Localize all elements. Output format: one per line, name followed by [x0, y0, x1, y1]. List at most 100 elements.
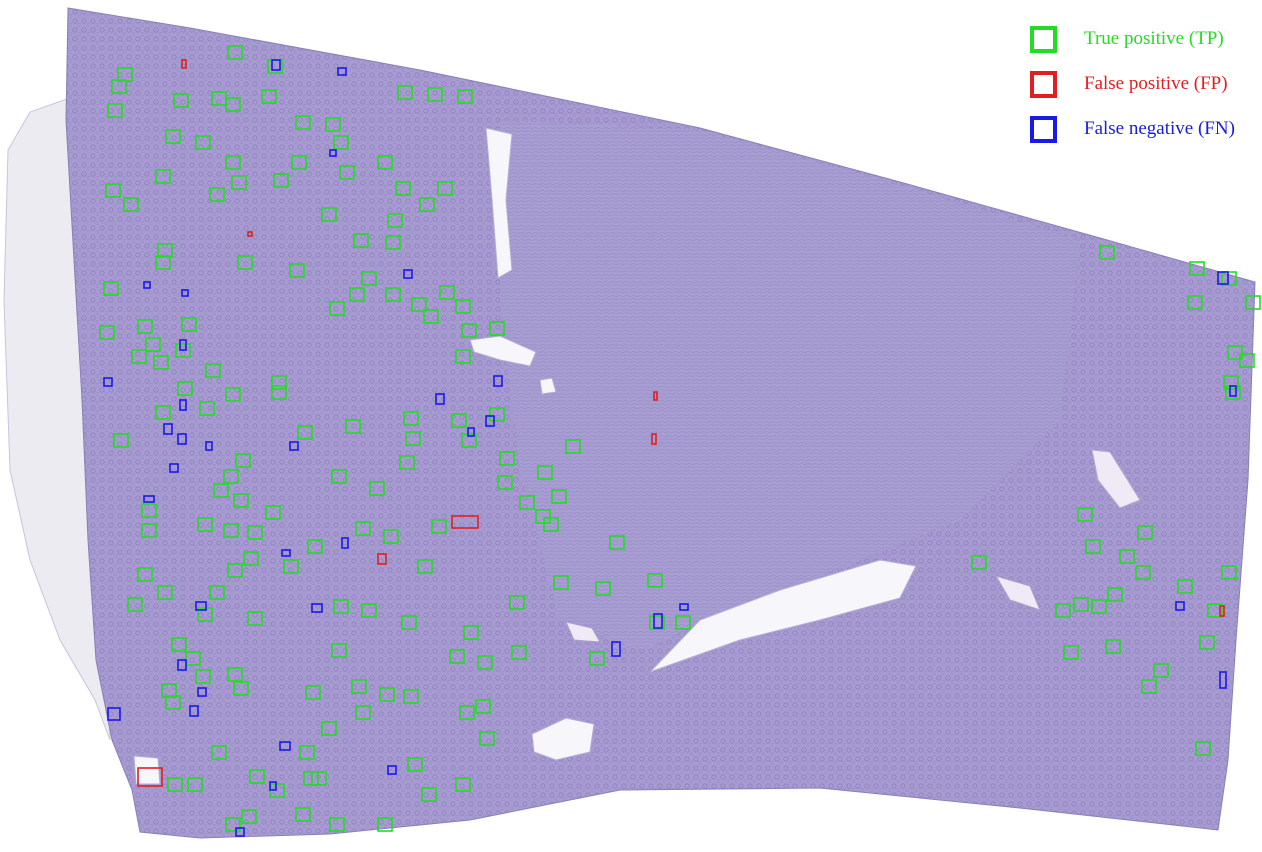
tp-box — [423, 309, 439, 324]
tp-box — [211, 745, 227, 760]
tp-box — [395, 181, 411, 196]
fp-box — [653, 391, 658, 401]
tp-box — [311, 771, 327, 786]
legend-label-fp: False positive (FP) — [1084, 73, 1228, 94]
vessel-lumen — [649, 559, 917, 673]
tp-box — [1221, 271, 1237, 286]
tp-box — [1223, 375, 1239, 390]
tp-box — [1135, 565, 1151, 580]
legend-label-tp: True positive (TP) — [1084, 28, 1224, 49]
tp-box — [361, 271, 377, 286]
vessel-lumen — [1091, 449, 1141, 509]
tp-box — [403, 689, 419, 704]
tp-box — [369, 481, 385, 496]
tp-box — [377, 817, 393, 832]
tp-box — [225, 155, 241, 170]
fn-box — [653, 613, 663, 629]
tp-box — [361, 603, 377, 618]
tp-box — [197, 517, 213, 532]
fn-box — [143, 281, 151, 289]
tp-box — [295, 115, 311, 130]
fn-box — [179, 399, 187, 411]
fn-box — [169, 463, 179, 473]
vessel-lumen — [994, 575, 1041, 611]
detection-boxes — [99, 45, 1261, 837]
tp-box — [1073, 597, 1089, 612]
tp-box — [339, 165, 355, 180]
tp-box — [355, 705, 371, 720]
tp-box — [177, 381, 193, 396]
tp-box — [131, 349, 147, 364]
legend-swatch-fp — [1030, 71, 1057, 98]
tp-box — [449, 649, 465, 664]
vessel-lumen — [539, 377, 557, 395]
tp-box — [225, 387, 241, 402]
fp-box — [651, 433, 657, 445]
tp-box — [535, 509, 551, 524]
tp-box — [333, 135, 349, 150]
tp-box — [155, 169, 171, 184]
tp-box — [509, 595, 525, 610]
tp-box — [1199, 635, 1215, 650]
tp-box — [155, 255, 171, 270]
fn-box — [281, 549, 291, 557]
tp-box — [227, 667, 243, 682]
tp-box — [333, 599, 349, 614]
fn-box — [403, 269, 413, 279]
fn-box — [179, 339, 187, 351]
tp-box — [111, 79, 127, 94]
fn-box — [107, 707, 121, 721]
tp-box — [249, 769, 265, 784]
tp-box — [195, 135, 211, 150]
tp-box — [321, 721, 337, 736]
tp-box — [283, 559, 299, 574]
tp-box — [427, 87, 443, 102]
tp-box — [321, 207, 337, 222]
tp-box — [405, 431, 421, 446]
tp-box — [437, 181, 453, 196]
tp-box — [303, 771, 319, 786]
vessel-lumen — [133, 755, 161, 785]
tp-box — [105, 183, 121, 198]
fn-box — [103, 377, 113, 387]
tp-box — [1177, 579, 1193, 594]
tp-box — [247, 525, 263, 540]
fn-box — [197, 687, 207, 697]
tp-box — [331, 643, 347, 658]
fn-box — [679, 603, 689, 611]
tp-box — [241, 809, 257, 824]
tp-box — [647, 573, 663, 588]
tp-box — [1107, 587, 1123, 602]
tp-box — [551, 489, 567, 504]
tp-box — [385, 235, 401, 250]
tp-box — [589, 651, 605, 666]
tp-box — [329, 301, 345, 316]
tp-box — [403, 411, 419, 426]
tp-box — [455, 299, 471, 314]
tp-box — [475, 699, 491, 714]
tp-box — [1099, 245, 1115, 260]
tp-box — [331, 469, 347, 484]
tp-box — [1195, 741, 1211, 756]
tp-box — [971, 555, 987, 570]
tp-box — [231, 175, 247, 190]
tp-box — [271, 375, 287, 390]
vessel-lumen — [469, 335, 537, 367]
tp-box — [451, 413, 467, 428]
tp-box — [1119, 549, 1135, 564]
tp-box — [463, 625, 479, 640]
tp-box — [225, 817, 241, 832]
tp-box — [1085, 539, 1101, 554]
tp-box — [649, 615, 665, 630]
tp-box — [1207, 603, 1223, 618]
tp-box — [261, 89, 277, 104]
tp-box — [295, 807, 311, 822]
tp-box — [355, 521, 371, 536]
fn-box — [177, 433, 187, 445]
tp-box — [235, 453, 251, 468]
tp-box — [117, 67, 133, 82]
fn-box — [435, 393, 445, 405]
tp-box — [175, 343, 191, 358]
fn-box — [181, 289, 189, 297]
